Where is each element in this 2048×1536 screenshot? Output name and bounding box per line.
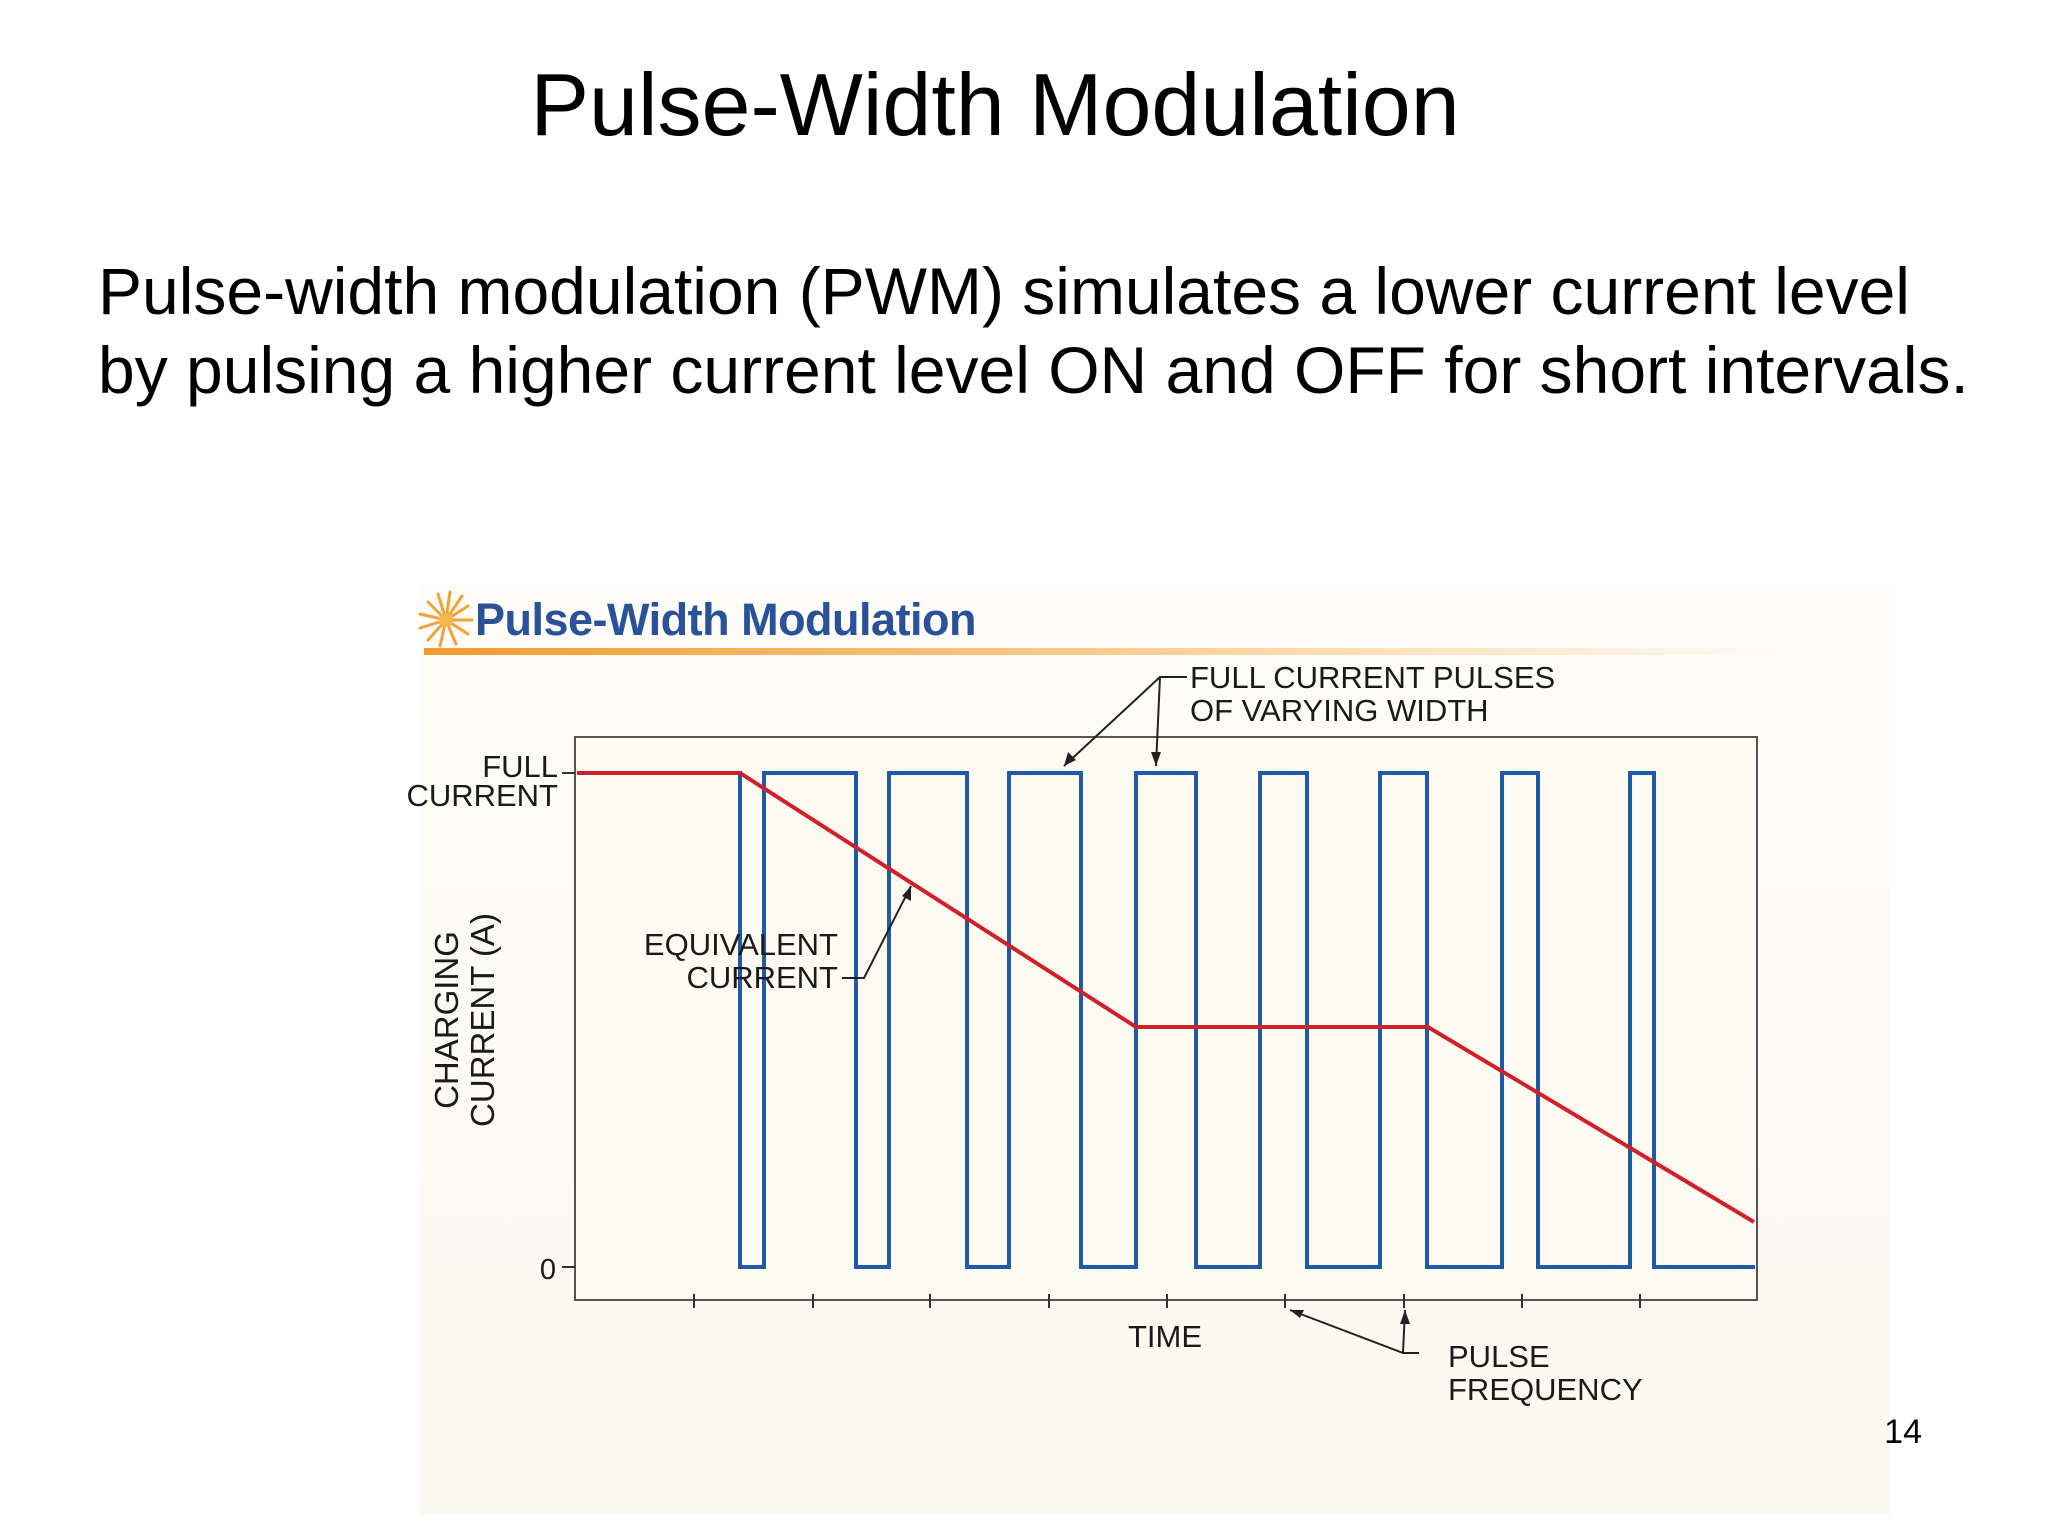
figure-title-underline xyxy=(424,648,1790,655)
sun-burst-icon xyxy=(418,590,474,648)
equivalent-current-label: EQUIVALENT CURRENT xyxy=(600,928,838,994)
pulses-label: FULL CURRENT PULSES OF VARYING WIDTH xyxy=(1190,661,1555,727)
slide-body-text: Pulse-width modulation (PWM) simulates a… xyxy=(98,254,1969,407)
full-current-label-line1: FULL xyxy=(482,749,558,784)
figure-title: Pulse-Width Modulation xyxy=(475,594,977,645)
equivalent-label-line1: EQUIVALENT xyxy=(643,927,838,962)
pulse-frequency-label: PULSE FREQUENCY xyxy=(1448,1340,1643,1406)
callout-arrowheads xyxy=(902,752,1410,1324)
pulse-frequency-label-line2: FREQUENCY xyxy=(1448,1372,1643,1407)
equivalent-label-line2: CURRENT xyxy=(686,960,838,995)
y-axis-label-line1: CHARGING xyxy=(428,931,465,1109)
pulse-frequency-label-line1: PULSE xyxy=(1448,1339,1550,1374)
slide-title: Pulse-Width Modulation xyxy=(530,55,1460,154)
time-axis-label: TIME xyxy=(1128,1319,1203,1354)
zero-label: 0 xyxy=(539,1254,556,1286)
full-current-label-line2: CURRENT xyxy=(406,778,558,813)
page-number: 14 xyxy=(1884,1413,1922,1451)
equivalent-current-line xyxy=(577,771,1756,1224)
full-current-label: FULL CURRENT xyxy=(400,750,558,812)
pwm-pulse-waveform xyxy=(577,771,1755,1269)
pulses-label-line2: OF VARYING WIDTH xyxy=(1190,693,1489,728)
x-axis-ticks xyxy=(693,1294,1641,1308)
plot-frame xyxy=(574,736,1758,1301)
pulses-label-line1: FULL CURRENT PULSES xyxy=(1190,660,1556,695)
y-axis-label-line2: CURRENT (A) xyxy=(464,913,501,1127)
